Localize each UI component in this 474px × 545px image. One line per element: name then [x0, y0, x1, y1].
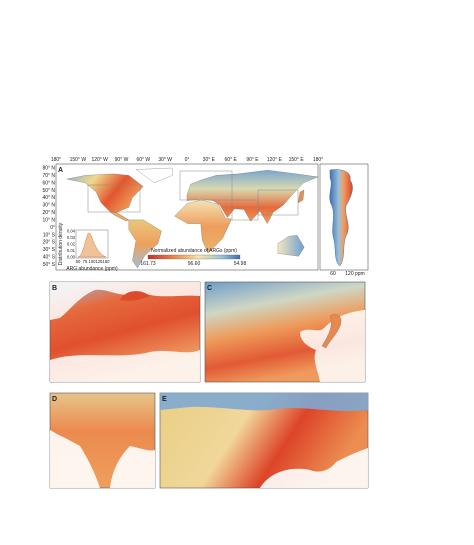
sea: [110, 446, 155, 488]
sea: [300, 310, 365, 382]
colorbar-tick: 54.98: [234, 261, 247, 267]
latitude-label: 20° S: [43, 240, 56, 246]
sea: [50, 430, 100, 488]
land: [120, 291, 150, 301]
sea: [50, 282, 200, 320]
africa: [174, 199, 232, 254]
longitude-label: 150° W: [70, 157, 87, 163]
inset-x-tick: 150: [103, 259, 111, 264]
latitude-label: 20° N: [42, 210, 55, 216]
latitude-label: 50° S: [43, 262, 56, 268]
inset-y-tick: 0.03: [67, 235, 76, 240]
longitude-label: 120° E: [267, 157, 283, 163]
longitude-label: 90° W: [115, 157, 129, 163]
latitude-label: 0°: [50, 225, 55, 231]
inset-y-tick: 0.00: [67, 255, 76, 260]
japan: [321, 314, 342, 349]
longitude-label: 180°: [313, 157, 323, 163]
region-box: [257, 189, 299, 216]
northern-region: [160, 393, 368, 411]
longitude-label: 60° W: [136, 157, 150, 163]
japan: [297, 189, 305, 204]
latitude-label: 40° N: [42, 195, 55, 201]
longitude-label: 180°: [51, 157, 61, 163]
panel-label: A: [58, 167, 63, 174]
longitude-label: 30° W: [158, 157, 172, 163]
latitude-label: 40° S: [43, 254, 56, 260]
profile-x-tick: 60: [330, 271, 336, 277]
longitude-label: 60° E: [225, 157, 238, 163]
region-box: [179, 170, 233, 201]
longitude-label: 0°: [185, 157, 190, 163]
longitude-label: 30° E: [203, 157, 216, 163]
latitude-label: 10° N: [42, 217, 55, 223]
sea: [50, 350, 200, 382]
profile-band: [329, 169, 353, 267]
north-america: [66, 173, 144, 213]
inset-x-tick: 125: [96, 259, 104, 264]
latitude-label: 80° N: [42, 166, 55, 172]
inset-x-tick: 75: [83, 259, 88, 264]
panel-label: D: [52, 396, 57, 403]
colorbar: [147, 254, 241, 260]
inset-y-tick: 0.04: [67, 229, 76, 234]
longitude-label: 120° W: [91, 157, 108, 163]
inset-y-tick: 0.02: [67, 242, 76, 247]
inset-x-label: ARG abundance (ppm): [66, 266, 118, 272]
latitude-label: 30° S: [43, 247, 56, 253]
inset-x-tick: 100: [89, 259, 97, 264]
eurasia: [186, 170, 319, 224]
panel-label: C: [207, 285, 212, 292]
longitude-label: 90° E: [246, 157, 259, 163]
inset-y-tick: 0.01: [67, 248, 76, 253]
longitude-label: 150° E: [289, 157, 305, 163]
australia: [277, 235, 305, 257]
gulf: [260, 448, 368, 488]
inset-y-label: Distribution density: [58, 222, 64, 265]
latitude-label: 30° N: [42, 203, 55, 209]
latitude-label: 50° N: [42, 188, 55, 194]
south-america: [128, 219, 162, 269]
region-box: [87, 184, 141, 213]
greenland: [135, 167, 173, 183]
latitude-label: 70° N: [42, 173, 55, 179]
colorbar-tick: 96.60: [188, 261, 201, 267]
panel-label: B: [52, 285, 57, 292]
latitude-label: 60° N: [42, 180, 55, 186]
profile-x-tick: 120 ppm: [345, 271, 364, 277]
panel-label: E: [162, 396, 167, 403]
central-america: [110, 212, 130, 222]
inset-x-tick: 50: [76, 259, 81, 264]
latitude-label: 10° S: [43, 232, 56, 238]
density-curve: [77, 232, 107, 258]
colorbar-title: Normalized abundance of ARGs (ppm): [151, 248, 237, 254]
colorbar-tick: 161.73: [140, 261, 156, 267]
